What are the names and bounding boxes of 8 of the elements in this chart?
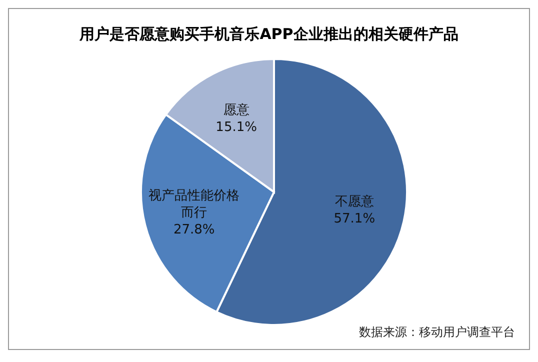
chart-title: 用户是否愿意购买手机音乐APP企业推出的相关硬件产品 — [78, 25, 460, 44]
data-label: 27.8% — [173, 222, 215, 238]
slice-label: 不愿意 — [334, 194, 374, 210]
slice-label: 视产品性能价格而行 — [148, 188, 240, 220]
slice-label: 愿意 — [223, 102, 250, 118]
data-label: 57.1% — [334, 211, 376, 226]
data-label: 15.1% — [216, 120, 257, 135]
source-note: 数据来源：移动用户调查平台 — [359, 324, 515, 341]
